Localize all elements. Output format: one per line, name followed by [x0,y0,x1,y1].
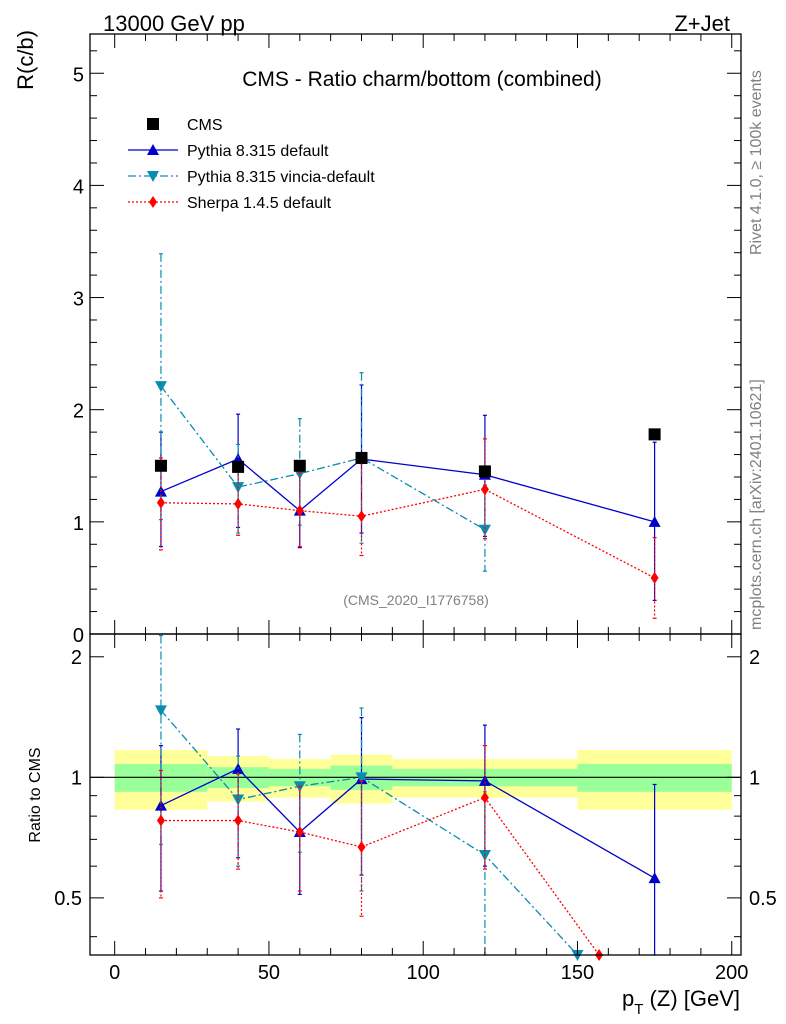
ratio-y-tick-label-right: 1 [749,767,760,789]
main-y-tick-label: 1 [73,513,84,535]
ratio-y-tick-label-right: 0.5 [749,888,777,910]
x-tick-label: 0 [109,962,120,984]
ratio-sherpa-1-4-5-default-point [480,791,489,804]
x-tick-label: 150 [561,962,594,984]
main-sherpa-1-4-5-default-point [480,483,489,496]
legend-label: Sherpa 1.4.5 default [187,195,332,212]
ratio-y-tick-label-right: 2 [749,647,760,669]
main-sherpa-1-4-5-default-line [160,488,655,579]
ratio-sherpa-1-4-5-default-point [234,814,243,827]
ratio-sherpa-1-4-5-default-point [295,826,304,839]
ratio-sherpa-1-4-5-default-point [156,814,165,827]
x-tick-label: 100 [407,962,440,984]
main-cms-point [154,459,167,472]
legend-marker [147,171,159,182]
main-cms-point [355,451,368,464]
main-pythia-8-315-vincia-default-point [154,381,167,393]
main-cms-point [293,459,306,472]
main-y-tick-label: 0 [73,625,84,647]
main-y-tick-label: 5 [73,64,84,86]
analysis-watermark: (CMS_2020_I1776758) [343,592,489,608]
mcplots-reference-label: mcplots.cern.ch [arXiv:2401.10621] [748,379,765,630]
ratio-pythia-8-315-default-point [648,872,661,884]
legend-label: CMS [187,117,223,134]
x-tick-label: 50 [258,962,280,984]
ratio-pythia-8-315-vincia-default-point [232,794,245,806]
header-right-label: Z+Jet [674,11,730,36]
main-marks: 0 1 2 3 4 5 [73,33,742,647]
rivet-version-label: Rivet 4.1.0, ≥ 100k events [748,70,765,255]
x-axis-label-p: p [622,986,634,1011]
main-pythia-8-315-default-line [160,458,655,523]
legend-marker [147,118,159,130]
ratio-marks: 0.5 0.5 1 1 2 2 0 50 100 150 200 [54,633,777,984]
ratio-panel: 0.5 0.5 1 1 2 2 0 50 100 150 200 Ratio to CMS [27,633,777,984]
ratio-pythia-8-315-vincia-default-line [160,709,578,956]
ratio-y-tick-label: 1 [71,767,82,789]
x-axis-label-sub: T [634,1001,643,1018]
main-cms-point [478,465,491,478]
main-sherpa-1-4-5-default-point [650,571,659,584]
legend: CMS Pythia 8.315 default Pythia 8.315 vinc… [128,117,375,212]
ratio-y-tick-label: 0.5 [54,888,82,910]
x-axis-label-tail: (Z) [GeV] [643,986,740,1011]
main-y-tick-label: 3 [73,289,84,311]
main-pythia-8-315-vincia-default-line [160,385,486,531]
main-sherpa-1-4-5-default-point [357,510,366,523]
ratio-sherpa-1-4-5-default-line [160,796,600,956]
main-title: CMS - Ratio charm/bottom (combined) [242,68,601,91]
ratio-frame [89,633,742,956]
header-left-label: 13000 GeV pp [103,11,245,36]
ratio-sherpa-1-4-5-default-point [357,840,366,853]
main-y-tick-label: 2 [73,401,84,423]
legend-marker [149,196,157,208]
main-cms-point [232,460,245,473]
main-panel: 0 1 2 3 4 5 CMS - Ratio charm/bottom (combine… [13,30,742,647]
main-sherpa-1-4-5-default-point [295,504,304,517]
ratio-pythia-8-315-vincia-default-point [355,772,368,784]
x-tick-label: 200 [715,962,748,984]
ratio-pythia-8-315-default-line [160,768,655,879]
main-cms-point [648,428,661,441]
main-pythia-8-315-default-point [648,515,661,527]
x-axis-label: pT (Z) [GeV] [622,986,740,1018]
main-sherpa-1-4-5-default-point [234,497,243,510]
main-sherpa-1-4-5-default-point [156,496,165,509]
ratio-pythia-8-315-default-point [154,799,167,811]
ratio-pythia-8-315-vincia-default-point [154,705,167,717]
ratio-y-axis-label: Ratio to CMS [27,747,44,842]
legend-marker [147,144,159,155]
main-pythia-8-315-vincia-default-point [478,524,491,536]
legend-label: Pythia 8.315 default [187,143,329,160]
legend-label: Pythia 8.315 vincia-default [187,169,375,186]
ratio-pythia-8-315-default-point [478,774,491,786]
main-y-tick-label: 4 [73,176,84,198]
ratio-y-tick-label: 2 [71,647,82,669]
y-axis-label: R(c/b) [13,30,38,90]
